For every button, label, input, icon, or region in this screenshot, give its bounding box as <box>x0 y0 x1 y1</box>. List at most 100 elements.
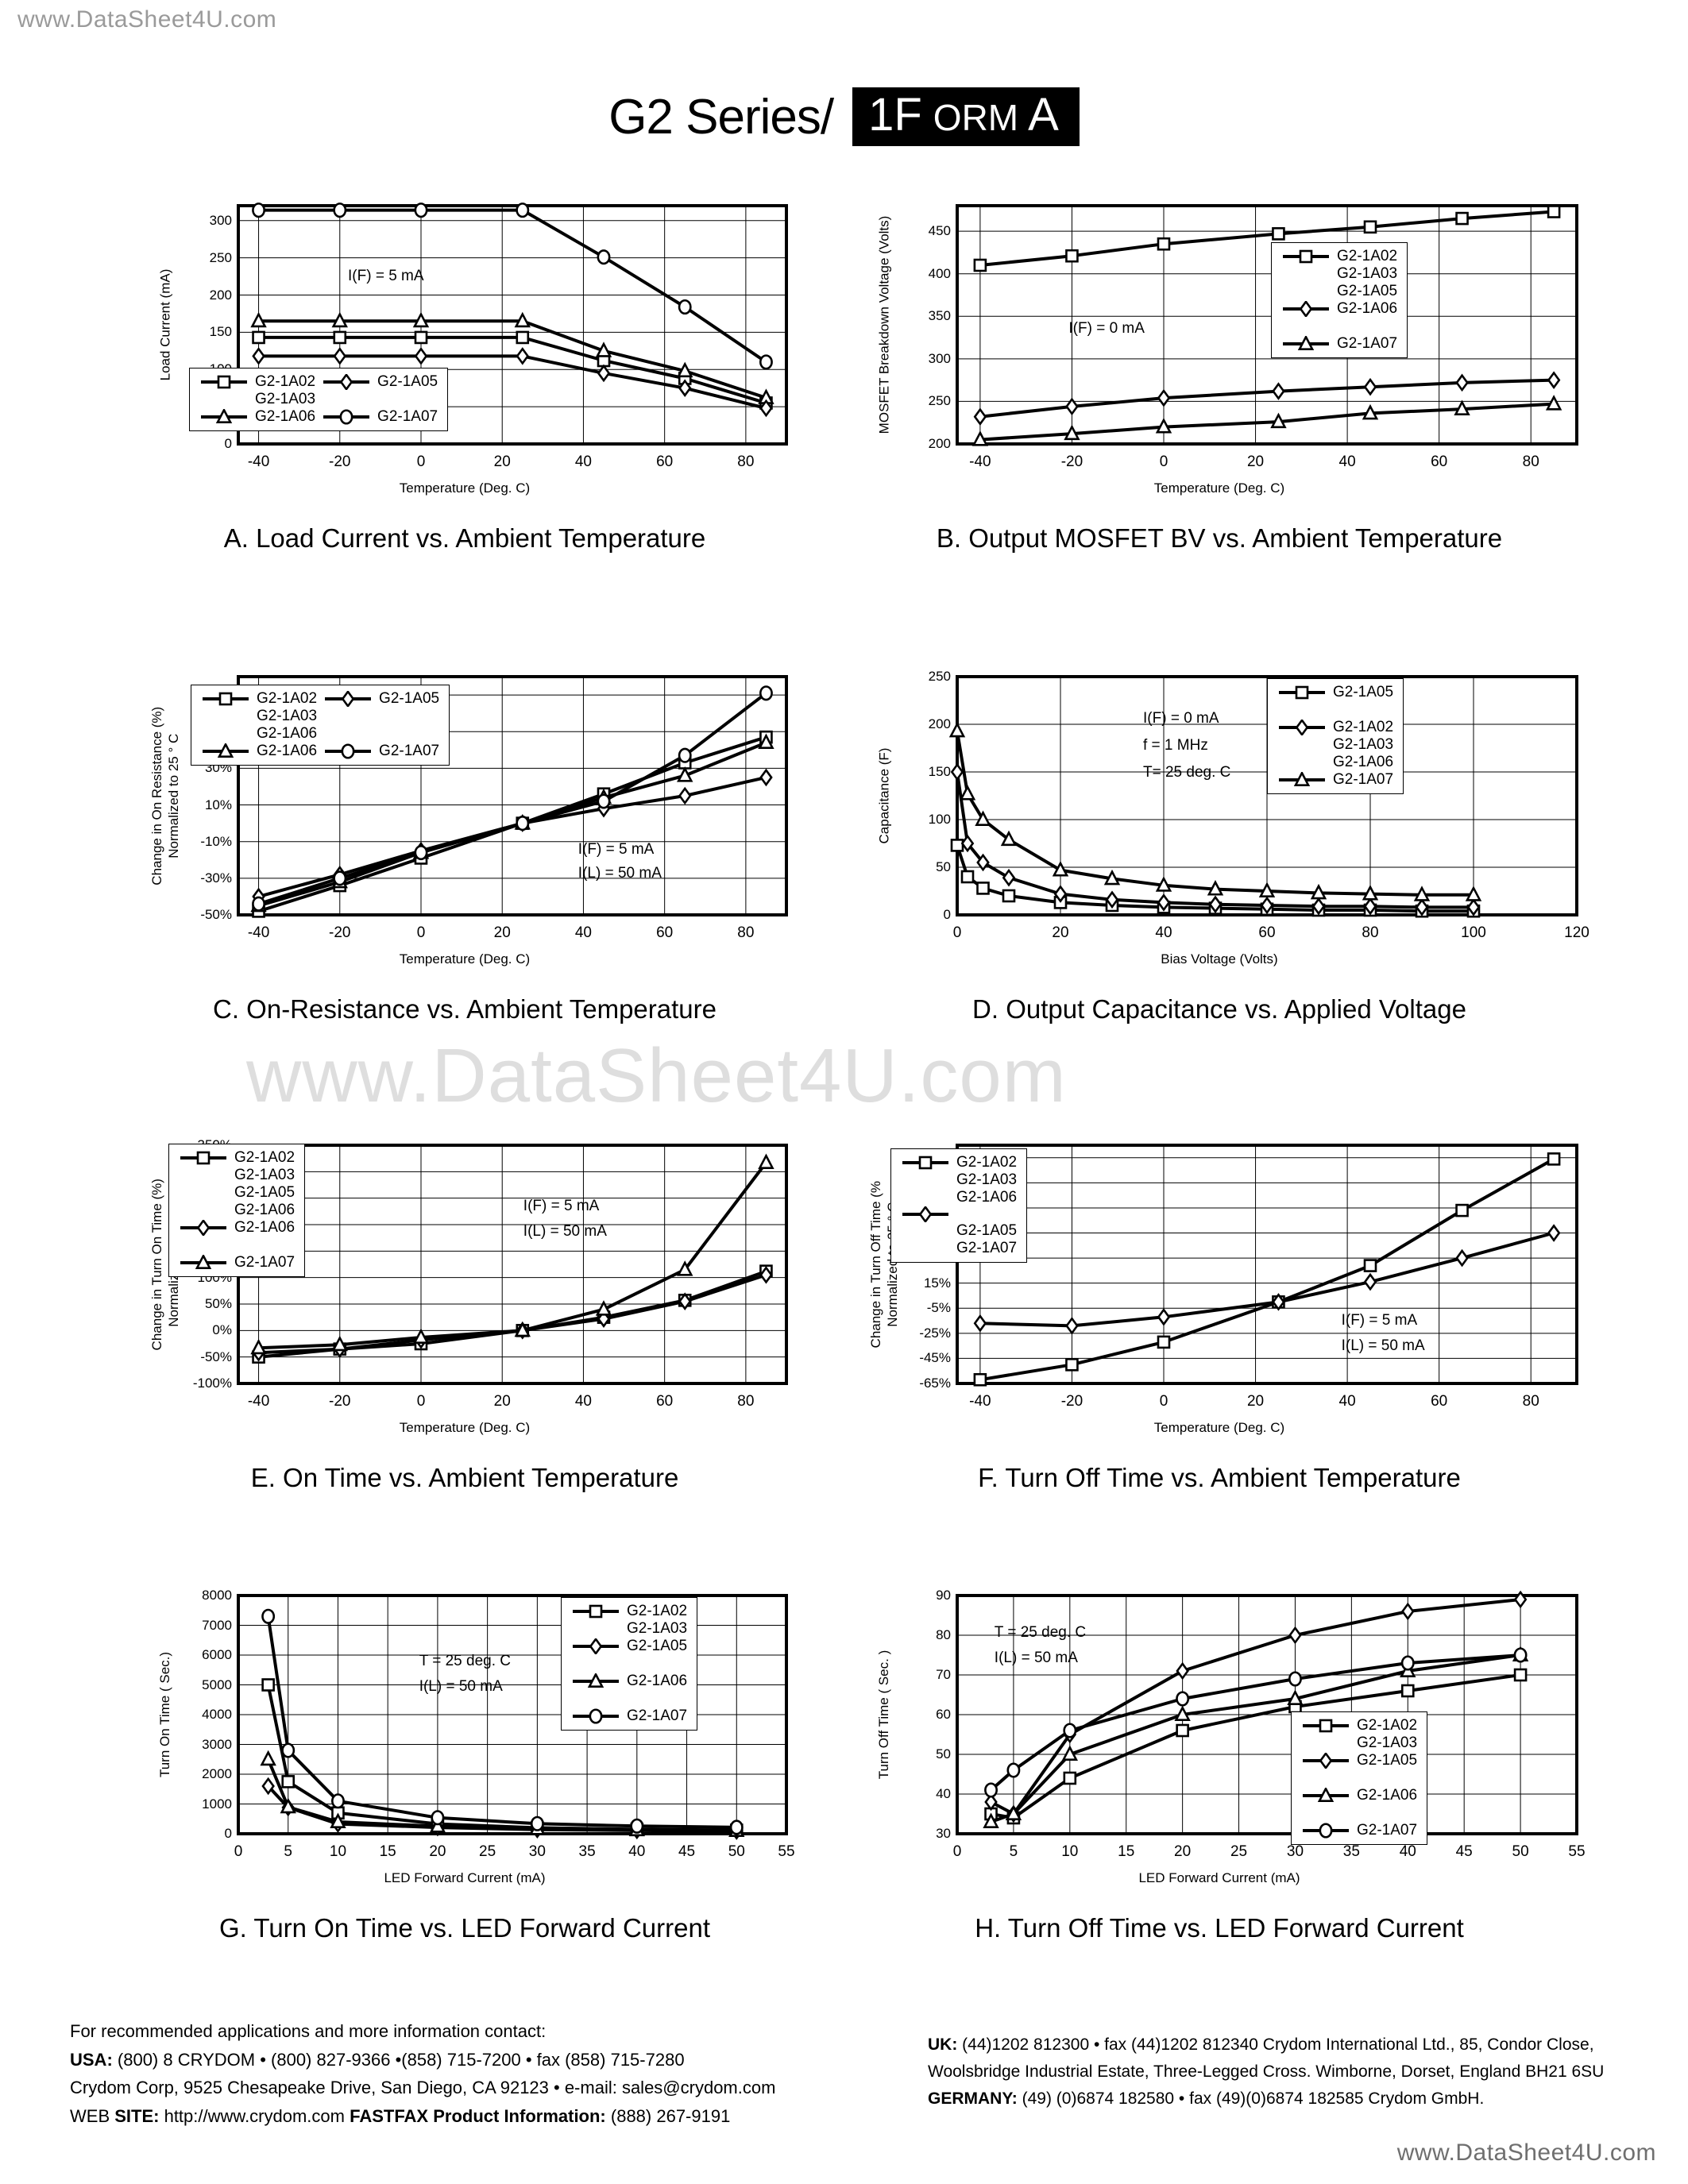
chart-caption-c: C. On-Resistance vs. Ambient Temperature <box>213 994 717 1024</box>
plot-svg-c <box>237 675 788 918</box>
badge-letter-a: A <box>1028 89 1059 141</box>
legend-symbol <box>898 1206 953 1222</box>
legend-symbol <box>176 1219 231 1237</box>
y-axis-label: Change in On Resistance (%) Normalized to… <box>149 706 182 886</box>
legend-symbol <box>198 690 253 708</box>
legend-symbol <box>176 1184 231 1202</box>
x-tick-label: 40 <box>1155 924 1172 941</box>
y-tick-label: 0 <box>943 907 951 922</box>
chart-annotation: I(F) = 5 mA <box>1341 1312 1418 1329</box>
y-tick-label: 3000 <box>202 1736 232 1752</box>
y-tick-label: 450 <box>928 223 951 239</box>
x-tick-label: 60 <box>1431 1393 1448 1410</box>
y-tick-label: 250 <box>209 249 232 265</box>
x-tick-label: 60 <box>656 453 674 470</box>
x-tick-label: -20 <box>329 924 351 941</box>
y-tick-label: 150 <box>928 764 951 779</box>
x-tick-label: 0 <box>952 924 962 941</box>
legend-symbol <box>320 725 376 743</box>
legend-label <box>1354 1769 1420 1787</box>
legend-symbol <box>1298 1804 1354 1822</box>
chart-caption-h: H. Turn Off Time vs. LED Forward Current <box>975 1913 1464 1943</box>
legend-label <box>376 725 442 743</box>
footer-fastfax-text: (888) 267-9191 <box>605 2105 731 2126</box>
footer-web-prefix: WEB <box>70 2105 115 2126</box>
y-tick-label: 0 <box>224 1826 232 1841</box>
x-tick-label: 60 <box>1258 924 1276 941</box>
x-tick-label: 80 <box>1522 453 1539 470</box>
legend-label: G2-1A07 <box>1357 1822 1418 1839</box>
page-header: G2 Series/ 1 F ORM A <box>0 87 1688 146</box>
x-tick-label: -40 <box>969 453 991 470</box>
x-tick-label: 55 <box>1568 1843 1586 1860</box>
x-tick-label: 60 <box>656 924 674 941</box>
legend-label: G2-1A02 <box>257 690 318 707</box>
series-G2-1A07 <box>971 395 1562 446</box>
chart-e: -100%-50%0%50%100%150%200%250%300%350%-4… <box>119 1134 810 1493</box>
x-tick-label: 55 <box>778 1843 795 1860</box>
chart-legend-c: G2-1A02 G2-1A05 G2-1A03 G2-1A06 G2-1A06 G2… <box>191 685 450 766</box>
y-tick-label: 300 <box>928 350 951 366</box>
legend-label: G2-1A06 <box>255 408 316 425</box>
y-tick-label: 7000 <box>202 1617 232 1633</box>
y-axis-label-wrap: Turn Off Time ( Sec. ) <box>848 1596 921 1834</box>
y-tick-label: -50% <box>200 1349 232 1364</box>
chart-annotation: I(F) = 5 mA <box>348 268 424 284</box>
y-axis-label: Load Current (mA) <box>157 268 172 381</box>
legend-label: G2-1A07 <box>1333 771 1394 788</box>
legend-symbol <box>568 1673 624 1690</box>
footer-uk-line2: Woolsbridge Industrial Estate, Three-Leg… <box>928 2062 1605 2082</box>
chart-f: -65%-45%-25%-5%15%35%55%75%95%115%-40-20… <box>838 1134 1601 1493</box>
legend-symbol <box>176 1202 231 1219</box>
x-axis-label: Temperature (Deg. C) <box>399 951 531 967</box>
x-tick-label: 45 <box>1455 1843 1473 1860</box>
legend-label: G2-1A05 <box>1333 684 1394 700</box>
footer-web-url[interactable]: http://www.crydom.com <box>159 2105 350 2126</box>
y-tick-label: 50% <box>204 1296 232 1311</box>
legend-label: G2-1A03 <box>956 1171 1018 1188</box>
x-tick-label: 0 <box>416 453 426 470</box>
chart-caption-a: A. Load Current vs. Ambient Temperature <box>223 523 706 553</box>
plot-area-e: -100%-50%0%50%100%150%200%250%300%350%-4… <box>119 1134 810 1449</box>
legend-symbol <box>319 373 374 391</box>
plot-area-b: 200 250 300 350 400 450 -40 -20 0 20 40 60 80 MOSFET … <box>838 195 1601 509</box>
chart-g: 0 1000 2000 3000 4000 5000 6000 7000 8000 0 5 10 15 2… <box>119 1584 810 1943</box>
footer-usa-text: (800) 8 CRYDOM • (800) 827-9366 •(858) 7… <box>112 2049 685 2070</box>
legend-symbol <box>568 1690 624 1707</box>
x-tick-label: 40 <box>574 924 593 941</box>
plot-svg-f <box>956 1144 1578 1387</box>
series-G2-1A05 <box>252 347 773 418</box>
y-tick-label: 30 <box>936 1826 951 1841</box>
plot-area-d: 0 50 100 150 200 250 0 20 40 60 80 100 120 Capacitanc… <box>838 666 1601 980</box>
chart-annotation: T = 25 deg. C <box>419 1653 511 1669</box>
legend-label: G2-1A02 <box>1337 248 1398 264</box>
legend-label: G2-1A07 <box>377 408 438 425</box>
x-tick-label: 60 <box>1431 453 1448 470</box>
x-tick-label: 40 <box>574 453 593 470</box>
legend-label <box>624 1655 690 1673</box>
legend-symbol <box>898 1171 953 1189</box>
legend-symbol <box>898 1240 953 1257</box>
chart-legend-f: G2-1A02 G2-1A03 G2-1A06 G2-1A05 G2-1A07 <box>890 1148 1028 1263</box>
legend-label: G2-1A07 <box>379 743 440 759</box>
y-tick-label: -25% <box>919 1325 951 1341</box>
footer-left: For recommended applications and more in… <box>70 2017 775 2131</box>
series-G2-1A07 <box>261 1608 744 1835</box>
chart-annotation: I(L) = 50 mA <box>577 865 662 882</box>
legend-label: G2-1A02 <box>956 1154 1018 1171</box>
chart-caption-e: E. On Time vs. Ambient Temperature <box>250 1463 679 1492</box>
footer-usa-line: USA: (800) 8 CRYDOM • (800) 827-9366 •(8… <box>70 2046 775 2074</box>
legend-label: G2-1A03 <box>234 1167 295 1183</box>
legend-label: G2-1A03 <box>1333 736 1394 753</box>
x-tick-label: 20 <box>493 924 511 941</box>
legend-label: G2-1A05 <box>1357 1752 1418 1769</box>
x-tick-label: 20 <box>1246 1393 1265 1410</box>
x-tick-label: 40 <box>574 1393 593 1410</box>
y-tick-label: 300 <box>209 212 232 228</box>
y-tick-label: 2000 <box>202 1766 232 1781</box>
chart-annotation: I(L) = 50 mA <box>523 1223 607 1240</box>
y-tick-label: -50% <box>200 907 232 922</box>
x-tick-label: -40 <box>247 924 270 941</box>
x-tick-label: 0 <box>952 1843 962 1860</box>
footer-web-label: SITE: <box>114 2105 160 2126</box>
